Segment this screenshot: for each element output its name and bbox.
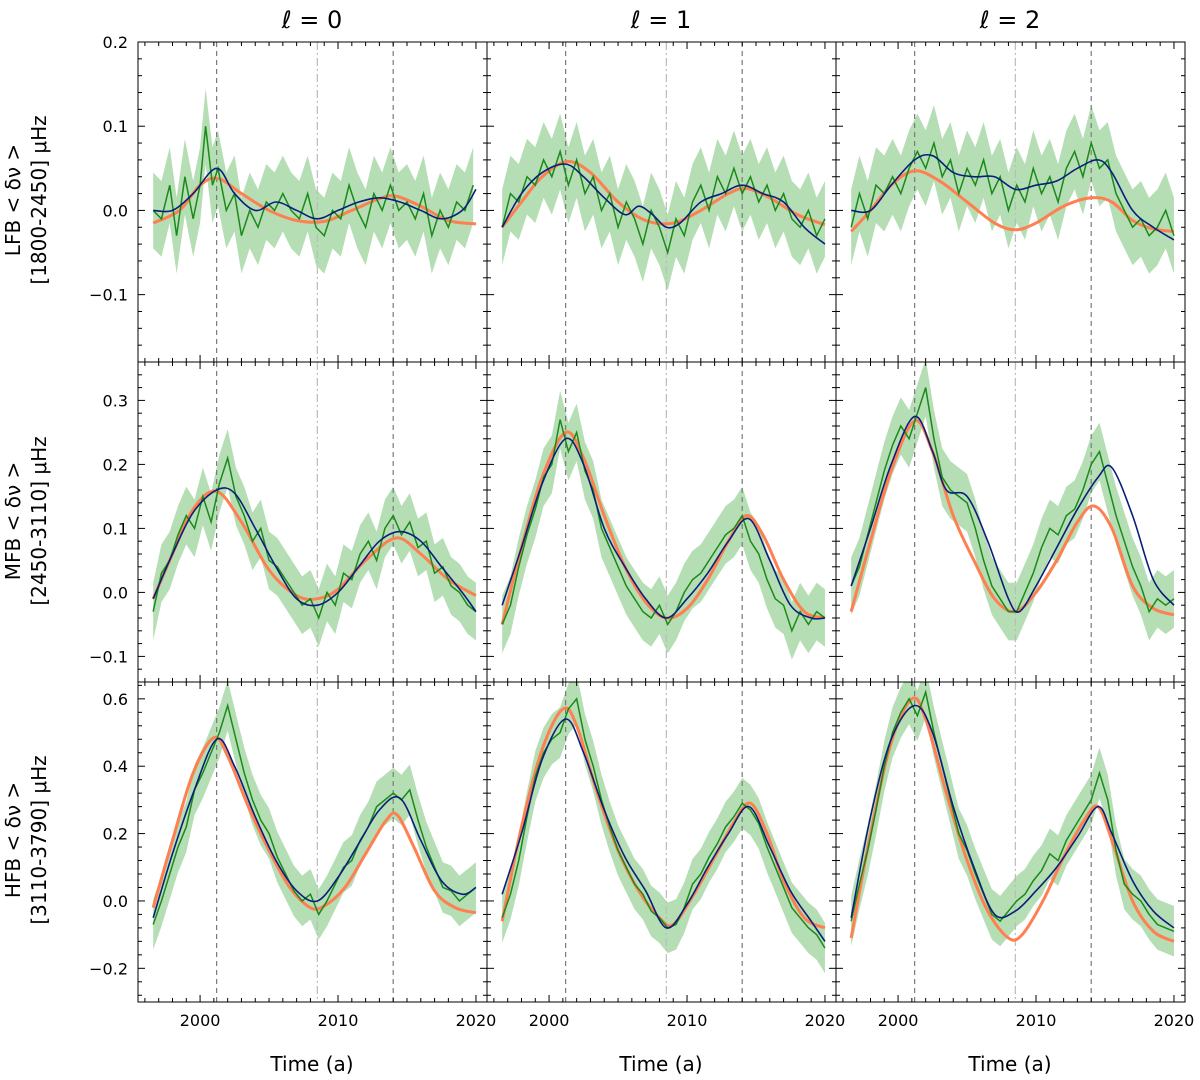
x-ticks-hfb-l1 bbox=[493, 682, 826, 1002]
model-line-hfb-l0 bbox=[151, 735, 477, 915]
x-tick-label-hfb-l1-1: 2010 bbox=[667, 1011, 708, 1030]
uncertainty-band-hfb-l1 bbox=[502, 682, 825, 974]
x-axis-title-l1: Time (a) bbox=[618, 1052, 702, 1076]
smoothed-line-lfb-l0 bbox=[153, 167, 477, 220]
row-label-lfb-line1: LFB < δν > bbox=[1, 144, 25, 256]
observed-line-lfb-l2 bbox=[850, 140, 1175, 237]
panel-frame-hfb-l0 bbox=[137, 681, 488, 1003]
uncertainty-band-mfb-l1 bbox=[502, 390, 825, 660]
panel-mfb-l2 bbox=[849, 362, 1175, 682]
x-axis-title-l0: Time (a) bbox=[269, 1052, 353, 1076]
panel-hfb-l2 bbox=[849, 682, 1175, 1002]
observed-line-hfb-l0 bbox=[152, 702, 477, 925]
model-line-hfb-l2 bbox=[849, 696, 1175, 943]
y-ticks-lfb-l1 bbox=[487, 41, 836, 363]
axes-labels-layer: ℓ = 0 ℓ = 1 ℓ = 2 LFB < δν > [1800-2450]… bbox=[1, 6, 1052, 1076]
uncertainty-band-mfb-l2 bbox=[851, 362, 1174, 641]
panel-lfb-l1 bbox=[500, 42, 826, 362]
row-label-mfb-line2: [2450-3110] μHz bbox=[27, 436, 51, 605]
x-ticks-lfb-l2 bbox=[842, 42, 1175, 362]
model-line-lfb-l1 bbox=[500, 160, 826, 229]
y-tick-label-mfb-l0-2: 0.1 bbox=[103, 519, 128, 538]
x-ticks-mfb-l1 bbox=[493, 362, 826, 682]
y-tick-label-lfb-l0-1: 0.0 bbox=[103, 201, 128, 220]
x-ticks-mfb-l2 bbox=[842, 362, 1175, 682]
x-tick-label-hfb-l2-0: 2000 bbox=[878, 1011, 919, 1030]
observed-line-lfb-l1 bbox=[501, 148, 826, 256]
observed-line-hfb-l2 bbox=[850, 689, 1175, 932]
panel-lfb-l2 bbox=[850, 42, 1175, 362]
y-tick-label-hfb-l0-0: −0.2 bbox=[89, 959, 128, 978]
y-tick-label-hfb-l0-4: 0.6 bbox=[103, 690, 128, 709]
smoothed-line-mfb-l2 bbox=[850, 415, 1175, 613]
model-line-mfb-l0 bbox=[151, 489, 477, 602]
smoothed-line-lfb-l1 bbox=[501, 163, 826, 245]
panel-mfb-l1 bbox=[500, 362, 826, 682]
column-title-l2: ℓ = 2 bbox=[979, 6, 1041, 34]
y-tick-label-lfb-l0-0: −0.1 bbox=[89, 286, 128, 305]
smoothed-line-hfb-l1 bbox=[501, 718, 826, 942]
y-tick-label-mfb-l0-3: 0.2 bbox=[103, 455, 128, 474]
row-label-mfb-line1: MFB < δν > bbox=[1, 462, 25, 580]
y-tick-label-mfb-l0-1: 0.0 bbox=[103, 583, 128, 602]
smoothed-line-mfb-l0 bbox=[152, 487, 477, 613]
y-ticks-hfb-l2 bbox=[836, 684, 1185, 996]
row-label-lfb-line2: [1800-2450] μHz bbox=[27, 115, 51, 284]
x-ticks-hfb-l0 bbox=[144, 682, 477, 1002]
observed-line-mfb-l2 bbox=[850, 387, 1175, 614]
x-tick-label-hfb-l2-1: 2010 bbox=[1016, 1011, 1057, 1030]
y-ticks-mfb-l2 bbox=[836, 361, 1185, 683]
smoothed-line-hfb-l0 bbox=[152, 737, 477, 919]
y-ticks-lfb-l2 bbox=[836, 41, 1185, 363]
x-ticks-mfb-l0 bbox=[144, 362, 477, 682]
observed-line-mfb-l1 bbox=[501, 419, 826, 633]
y-ticks-hfb-l0 bbox=[138, 684, 487, 996]
smoothed-line-hfb-l2 bbox=[850, 704, 1175, 929]
y-ticks-hfb-l1 bbox=[487, 684, 836, 996]
panels-layer: −0.1 0.0 0.1 0.2 −0.1 0.0 0.1 0.2 0.3 2000 2010 202… bbox=[89, 33, 1194, 1030]
y-ticks-mfb-l0 bbox=[138, 361, 487, 683]
row-label-hfb-line2: [3110-3790] μHz bbox=[27, 755, 51, 924]
y-tick-label-lfb-l0-2: 0.1 bbox=[103, 117, 128, 136]
x-ticks-hfb-l2 bbox=[842, 682, 1175, 1002]
observed-line-hfb-l1 bbox=[501, 697, 826, 949]
panel-hfb-l0 bbox=[151, 682, 477, 1002]
uncertainty-band-hfb-l2 bbox=[851, 682, 1174, 957]
uncertainty-band-lfb-l1 bbox=[502, 113, 825, 291]
observed-line-mfb-l0 bbox=[152, 455, 477, 621]
smoothed-line-mfb-l1 bbox=[501, 437, 826, 620]
x-axis-title-l2: Time (a) bbox=[967, 1052, 1051, 1076]
x-tick-label-hfb-l0-0: 2000 bbox=[180, 1011, 221, 1030]
uncertainty-band-mfb-l0 bbox=[153, 429, 476, 647]
observed-line-lfb-l0 bbox=[152, 126, 474, 239]
uncertainty-band-hfb-l0 bbox=[153, 682, 476, 950]
y-tick-label-hfb-l0-3: 0.4 bbox=[103, 757, 128, 776]
x-tick-label-hfb-l0-1: 2010 bbox=[318, 1011, 359, 1030]
column-title-l1: ℓ = 1 bbox=[630, 6, 692, 34]
panel-frame-hfb-l2 bbox=[835, 681, 1186, 1003]
uncertainty-band-lfb-l0 bbox=[153, 88, 474, 274]
panel-lfb-l0 bbox=[152, 42, 477, 362]
y-ticks-lfb-l0 bbox=[138, 41, 487, 363]
y-tick-label-lfb-l0-3: 0.2 bbox=[103, 33, 128, 52]
panel-hfb-l1 bbox=[500, 682, 826, 1002]
column-title-l0: ℓ = 0 bbox=[281, 6, 343, 34]
panel-mfb-l0 bbox=[151, 362, 477, 682]
y-tick-label-mfb-l0-4: 0.3 bbox=[103, 391, 128, 410]
panel-frame-hfb-l1 bbox=[486, 681, 837, 1003]
y-tick-label-hfb-l0-2: 0.2 bbox=[103, 825, 128, 844]
smoothed-line-lfb-l2 bbox=[851, 153, 1175, 241]
x-tick-label-hfb-l0-2: 2020 bbox=[456, 1011, 497, 1030]
x-ticks-lfb-l1 bbox=[493, 42, 826, 362]
row-label-hfb-line1: HFB < δν > bbox=[1, 782, 25, 898]
x-tick-label-hfb-l1-2: 2020 bbox=[805, 1011, 846, 1030]
x-tick-label-hfb-l1-0: 2000 bbox=[529, 1011, 570, 1030]
y-tick-label-mfb-l0-0: −0.1 bbox=[89, 647, 128, 666]
x-ticks-lfb-l0 bbox=[144, 42, 477, 362]
y-tick-label-hfb-l0-1: 0.0 bbox=[103, 892, 128, 911]
x-tick-label-hfb-l2-2: 2020 bbox=[1154, 1011, 1195, 1030]
